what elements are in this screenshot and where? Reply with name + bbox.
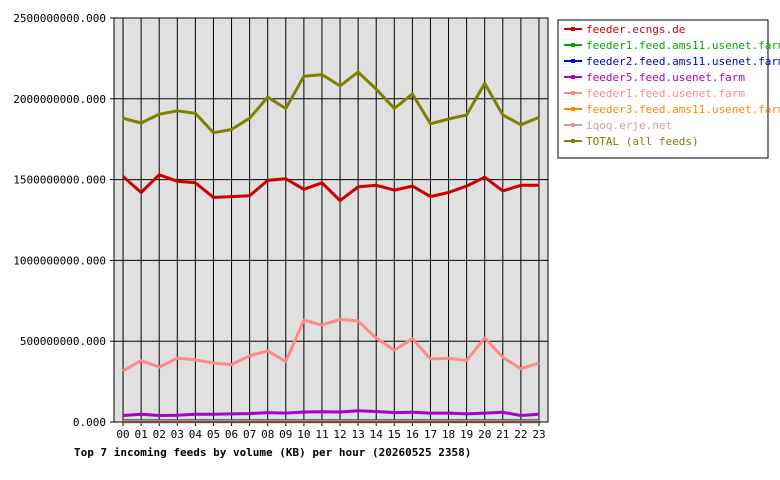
- x-tick-label: 07: [243, 428, 256, 441]
- x-tick-label: 22: [514, 428, 527, 441]
- x-tick-label: 23: [532, 428, 545, 441]
- x-tick-label: 11: [315, 428, 328, 441]
- legend-marker: [571, 139, 575, 143]
- legend-marker: [571, 59, 575, 63]
- series-line: [122, 70, 540, 135]
- x-tick-label: 20: [478, 428, 491, 441]
- x-tick-label: 14: [370, 428, 384, 441]
- legend-entry-label: feeder3.feed.ams11.usenet.farm: [586, 103, 780, 116]
- chart-title: Top 7 incoming feeds by volume (KB) per …: [74, 446, 471, 459]
- legend-box: [557, 19, 769, 159]
- legend-entry-label: feeder5.feed.usenet.farm: [586, 71, 745, 84]
- x-tick-label: 21: [496, 428, 509, 441]
- x-tick-label: 06: [225, 428, 238, 441]
- legend-marker: [571, 27, 575, 31]
- y-tick-label: 2000000000.000: [13, 93, 106, 106]
- x-tick-label: 03: [171, 428, 184, 441]
- legend-marker: [571, 75, 575, 79]
- plot-frame: [113, 17, 549, 423]
- x-tick-label: 05: [207, 428, 220, 441]
- plot-area: [114, 18, 548, 422]
- x-tick-label: 00: [116, 428, 129, 441]
- legend-entry-label: iqoq.erje.net: [586, 119, 672, 132]
- legend-entry-label: feeder.ecngs.de: [586, 23, 685, 36]
- legend-entry-label: feeder1.feed.ams11.usenet.farm: [586, 39, 780, 52]
- y-tick-label: 1500000000.000: [13, 174, 106, 187]
- legend-entry-label: TOTAL (all feeds): [586, 135, 699, 148]
- y-tick-label: 500000000.000: [20, 335, 106, 348]
- legend: feeder.ecngs.de feeder1.feed.ams11.usenet…: [557, 19, 780, 159]
- legend-entry-label: feeder2.feed.ams11.usenet.farm: [586, 55, 780, 68]
- x-axis-ticks: 00 01 02 03 04 05 06 07 08 09 10 11 12 13 14 15 16 17 18 19…: [116, 422, 546, 441]
- x-tick-label: 16: [406, 428, 419, 441]
- y-tick-label: 0.000: [73, 416, 106, 429]
- x-tick-label: 08: [261, 428, 274, 441]
- series-line: [122, 409, 540, 417]
- legend-marker: [571, 123, 575, 127]
- series-line: [122, 173, 539, 203]
- legend-marker: [571, 43, 575, 47]
- x-tick-label: 04: [189, 428, 203, 441]
- x-tick-label: 12: [333, 428, 346, 441]
- x-tick-label: 02: [153, 428, 166, 441]
- legend-entry-label: feeder1.feed.usenet.farm: [586, 87, 745, 100]
- x-tick-label: 01: [135, 428, 148, 441]
- x-tick-label: 13: [352, 428, 365, 441]
- y-tick-label: 1000000000.000: [13, 254, 106, 267]
- y-tick-label: 2500000000.000: [13, 12, 106, 25]
- grid-lines: [114, 17, 548, 423]
- x-tick-label: 17: [424, 428, 437, 441]
- legend-marker: [571, 107, 575, 111]
- x-tick-label: 19: [460, 428, 473, 441]
- x-tick-label: 15: [388, 428, 401, 441]
- y-axis-ticks: 0.000 500000000.000 1000000000.000 15000000…: [13, 12, 114, 429]
- x-tick-label: 10: [297, 428, 310, 441]
- x-tick-label: 09: [279, 428, 292, 441]
- legend-marker: [571, 91, 575, 95]
- x-tick-label: 18: [442, 428, 455, 441]
- series-line: [122, 317, 540, 373]
